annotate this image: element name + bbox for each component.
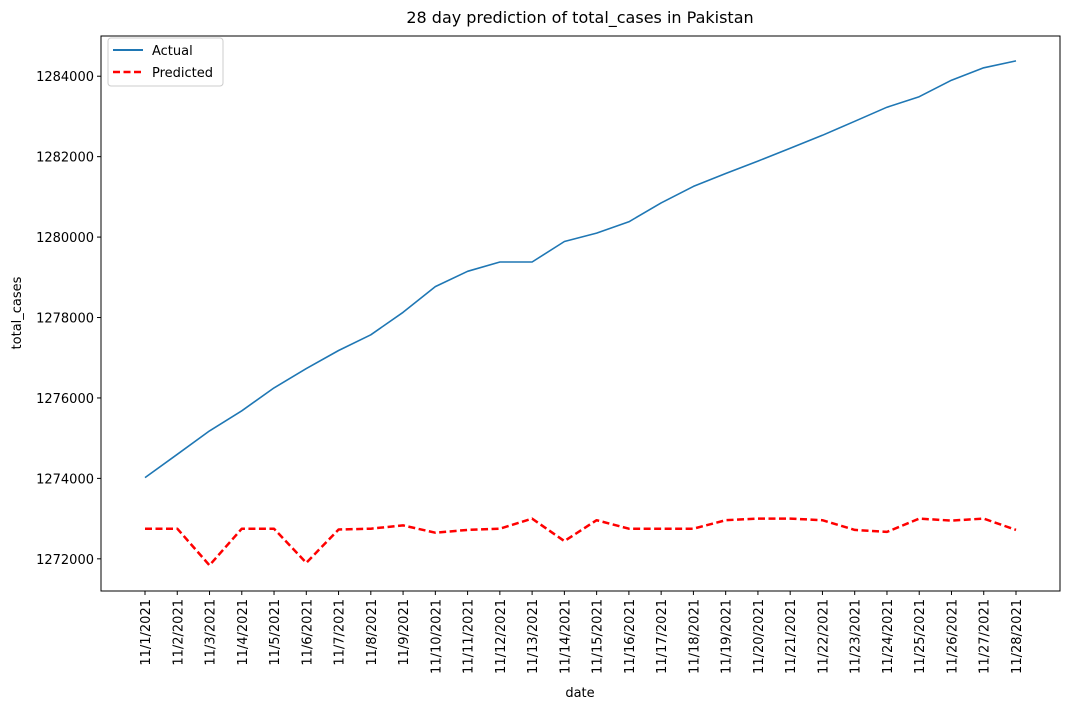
x-tick-label: 11/13/2021 — [526, 599, 541, 674]
x-tick-label: 11/25/2021 — [913, 599, 928, 674]
y-tick-label: 1284000 — [36, 70, 94, 85]
series-line-actual — [144, 60, 1017, 479]
y-axis: 1272000 1274000 1276000 1278000 1280000 12820… — [36, 70, 101, 568]
x-tick-label: 11/2/2021 — [171, 599, 186, 666]
x-tick-label: 11/8/2021 — [365, 599, 380, 666]
series-layer — [144, 60, 1017, 567]
x-tick-label: 11/6/2021 — [300, 599, 315, 666]
x-tick-label: 11/11/2021 — [462, 599, 477, 674]
y-axis-label: total_cases — [10, 276, 25, 349]
legend-label-predicted: Predicted — [152, 66, 213, 81]
y-tick-label: 1278000 — [36, 312, 94, 327]
y-tick-label: 1280000 — [36, 231, 94, 246]
y-tick-label: 1272000 — [36, 553, 94, 568]
legend-label-actual: Actual — [152, 44, 193, 59]
x-tick-label: 11/4/2021 — [236, 599, 251, 666]
x-tick-label: 11/12/2021 — [494, 599, 509, 674]
x-axis-label: date — [565, 686, 594, 701]
x-tick-label: 11/9/2021 — [397, 599, 412, 666]
x-tick-label: 11/15/2021 — [591, 599, 606, 674]
x-tick-label: 11/14/2021 — [558, 599, 573, 674]
x-tick-label: 11/27/2021 — [978, 599, 993, 674]
legend: Actual Predicted — [107, 37, 224, 87]
x-tick-label: 11/18/2021 — [687, 599, 702, 674]
x-tick-label: 11/23/2021 — [849, 599, 864, 674]
x-tick-label: 11/21/2021 — [784, 599, 799, 674]
x-tick-label: 11/19/2021 — [720, 599, 735, 674]
x-tick-label: 11/10/2021 — [429, 599, 444, 674]
y-tick-label: 1282000 — [36, 151, 94, 166]
y-tick-label: 1276000 — [36, 392, 94, 407]
y-tick-label: 1274000 — [36, 472, 94, 487]
x-axis: 11/1/2021 11/2/2021 11/3/2021 11/4/2021 11/5… — [139, 591, 1025, 674]
x-tick-label: 11/26/2021 — [945, 599, 960, 674]
plot-area — [100, 35, 1061, 592]
x-tick-label: 11/20/2021 — [752, 599, 767, 674]
x-tick-label: 11/16/2021 — [623, 599, 638, 674]
series-line-predicted — [145, 517, 1017, 567]
x-tick-label: 11/22/2021 — [816, 599, 831, 674]
x-tick-label: 11/24/2021 — [881, 599, 896, 674]
x-tick-label: 11/28/2021 — [1010, 599, 1025, 674]
x-tick-label: 11/1/2021 — [139, 599, 154, 666]
x-tick-label: 11/17/2021 — [655, 599, 670, 674]
x-tick-label: 11/5/2021 — [268, 599, 283, 666]
chart-title: 28 day prediction of total_cases in Paki… — [406, 8, 753, 28]
x-tick-label: 11/3/2021 — [204, 599, 219, 666]
x-tick-label: 11/7/2021 — [333, 599, 348, 666]
